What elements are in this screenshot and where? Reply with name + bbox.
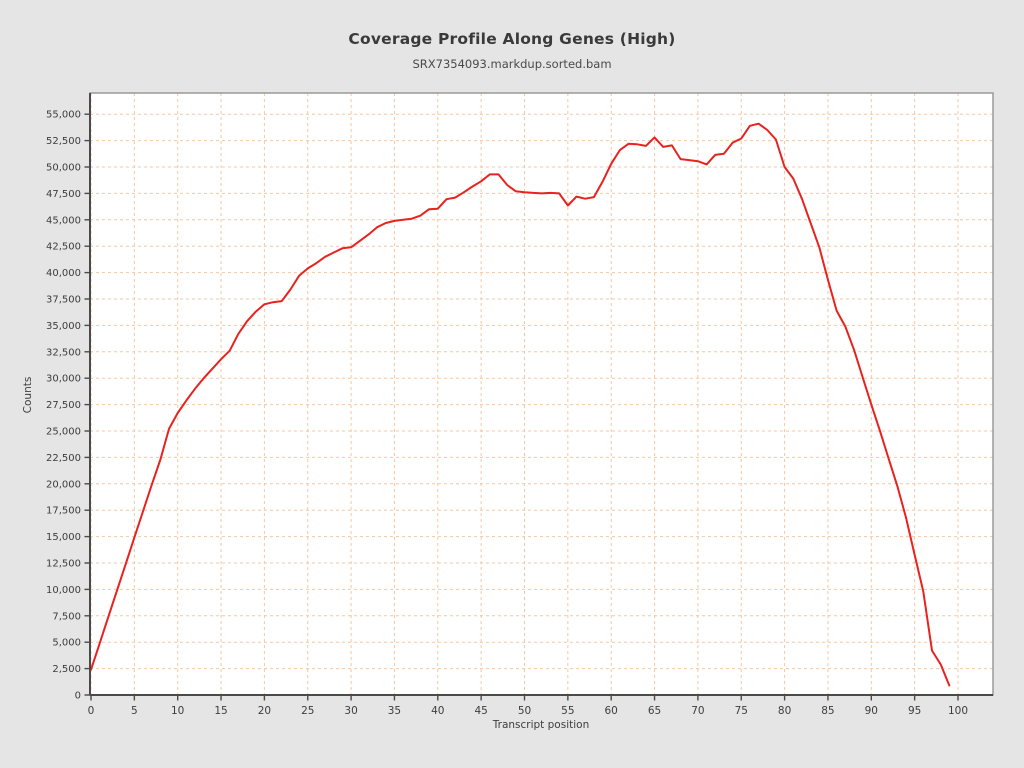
y-tick-label: 35,000 xyxy=(46,321,81,332)
y-tick-label: 55,000 xyxy=(46,110,81,121)
y-tick-label: 50,000 xyxy=(46,163,81,174)
y-tick-label: 25,000 xyxy=(46,427,81,438)
x-tick-label: 35 xyxy=(388,705,401,717)
coverage-line xyxy=(90,122,951,687)
x-tick-label: 90 xyxy=(865,705,878,717)
x-tick-label: 80 xyxy=(778,705,791,717)
x-tick-label: 30 xyxy=(344,705,357,717)
y-tick-label: 5,000 xyxy=(52,638,81,649)
x-tick-label: 85 xyxy=(821,705,834,717)
y-tick-label: 7,500 xyxy=(52,611,81,622)
y-tick-label: 47,500 xyxy=(46,189,81,200)
y-tick-label: 52,500 xyxy=(46,136,81,147)
x-tick-label: 55 xyxy=(561,705,574,717)
y-tick-label: 30,000 xyxy=(46,374,81,385)
x-tick-label: 25 xyxy=(301,705,314,717)
y-tick-label: 32,500 xyxy=(46,347,81,358)
x-tick-label: 40 xyxy=(431,705,444,717)
x-tick-label: 5 xyxy=(131,705,138,717)
y-tick-label: 37,500 xyxy=(46,295,81,306)
y-tick-label: 27,500 xyxy=(46,400,81,411)
x-tick-label: 75 xyxy=(735,705,748,717)
y-tick-label: 15,000 xyxy=(46,532,81,543)
x-tick-label: 70 xyxy=(691,705,704,717)
x-tick-label: 100 xyxy=(948,705,968,717)
y-tick-label: 12,500 xyxy=(46,559,81,570)
x-tick-label: 65 xyxy=(648,705,661,717)
y-tick-label: 17,500 xyxy=(46,506,81,517)
x-axis-label: Transcript position xyxy=(492,719,589,731)
x-tick-label: 50 xyxy=(518,705,531,717)
grid-layer xyxy=(90,93,993,695)
x-tick-label: 45 xyxy=(474,705,487,717)
y-axis-label: Counts xyxy=(22,377,34,414)
chart-title: Coverage Profile Along Genes (High) xyxy=(348,30,676,48)
y-tick-label: 20,000 xyxy=(46,479,81,490)
x-tick-label: 20 xyxy=(258,705,271,717)
x-tick-label: 10 xyxy=(171,705,184,717)
x-tick-label: 95 xyxy=(908,705,921,717)
y-tick-label: 10,000 xyxy=(46,585,81,596)
y-tick-label: 42,500 xyxy=(46,242,81,253)
y-tick-label: 22,500 xyxy=(46,453,81,464)
x-tick-label: 15 xyxy=(214,705,227,717)
y-tick-label: 45,000 xyxy=(46,215,81,226)
x-tick-label: 60 xyxy=(605,705,618,717)
y-tick-label: 40,000 xyxy=(46,268,81,279)
chart-subtitle: SRX7354093.markdup.sorted.bam xyxy=(412,57,612,71)
y-tick-label: 2,500 xyxy=(52,664,81,675)
x-tick-label: 0 xyxy=(88,705,95,717)
tick-layer: 0 5 10 15 20 25 30 35 40 45 50 55 60 65 70 75 80 85 90 95 10… xyxy=(46,110,968,717)
y-tick-label: 0 xyxy=(75,691,81,702)
plot-area xyxy=(90,93,993,695)
axis-layer: 0 5 10 15 20 25 30 35 40 45 50 55 60 65 70 75 80 85 90 95 10… xyxy=(22,93,993,731)
series-layer xyxy=(90,122,951,687)
